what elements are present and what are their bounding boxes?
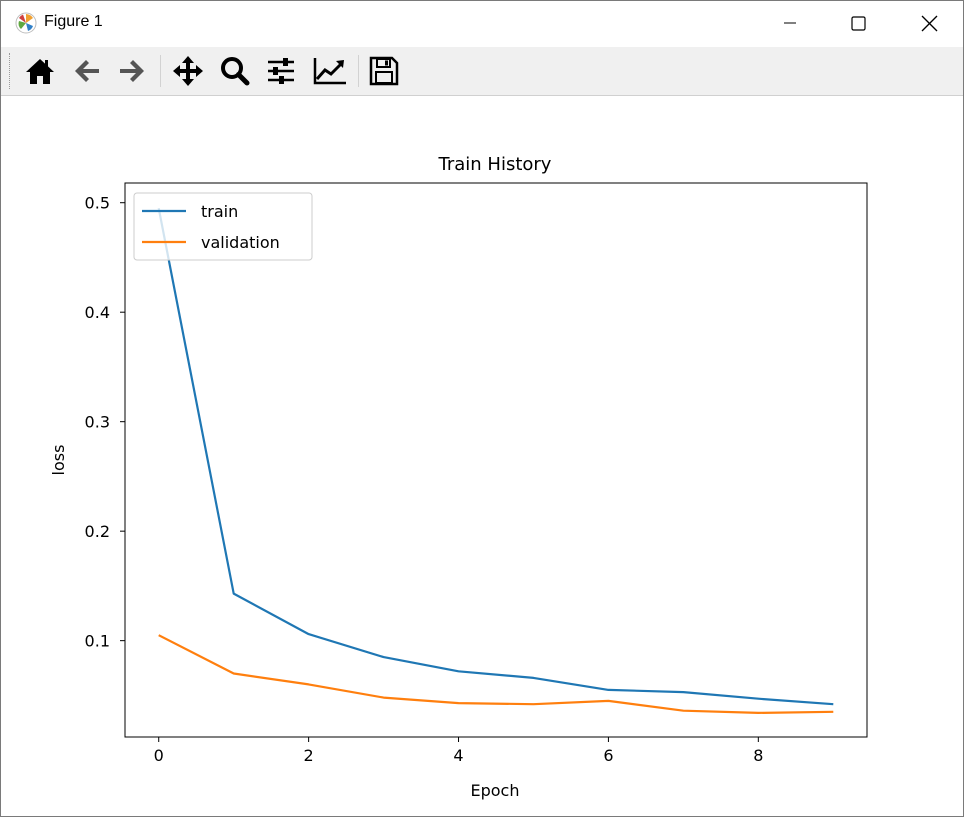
minimize-button[interactable] bbox=[767, 1, 813, 46]
y-tick-label: 0.5 bbox=[85, 194, 110, 213]
close-button[interactable] bbox=[906, 1, 952, 46]
y-tick-label: 0.4 bbox=[85, 303, 110, 322]
y-tick-label: 0.3 bbox=[85, 413, 110, 432]
x-tick-label: 8 bbox=[753, 746, 763, 765]
legend-train-label: train bbox=[201, 202, 238, 221]
save-icon bbox=[369, 56, 399, 86]
minimize-icon bbox=[784, 22, 796, 24]
matplotlib-icon bbox=[15, 12, 37, 34]
y-tick-label: 0.2 bbox=[85, 522, 110, 541]
x-axis-ticks: 0 2 4 6 8 bbox=[154, 737, 763, 765]
subplots-config-icon bbox=[268, 58, 294, 84]
maximize-icon bbox=[851, 16, 866, 31]
figure-canvas[interactable]: Train History 0 2 4 6 8 0.1 0.2 0.3 0.4 0.5 Epoc… bbox=[1, 96, 963, 816]
x-tick-label: 0 bbox=[154, 746, 164, 765]
series-line-train bbox=[157, 207, 834, 706]
home-icon bbox=[26, 59, 54, 84]
y-axis-label: loss bbox=[49, 445, 68, 476]
pan-button[interactable] bbox=[168, 53, 208, 89]
forward-arrow-icon bbox=[120, 60, 144, 82]
configure-subplots-button[interactable] bbox=[261, 53, 301, 89]
save-button[interactable] bbox=[364, 53, 404, 89]
series-line-validation bbox=[158, 634, 834, 715]
x-tick-label: 4 bbox=[453, 746, 463, 765]
forward-button[interactable] bbox=[112, 53, 152, 89]
navigation-toolbar bbox=[1, 47, 963, 96]
x-tick-label: 6 bbox=[603, 746, 613, 765]
legend-validation-label: validation bbox=[201, 233, 280, 252]
x-tick-label: 2 bbox=[304, 746, 314, 765]
maximize-button[interactable] bbox=[835, 1, 881, 46]
zoom-button[interactable] bbox=[215, 53, 255, 89]
back-button[interactable] bbox=[67, 53, 107, 89]
toolbar-separator bbox=[160, 55, 161, 87]
y-axis-ticks: 0.1 0.2 0.3 0.4 0.5 bbox=[85, 194, 125, 651]
legend: train validation bbox=[133, 192, 313, 261]
x-axis-label: Epoch bbox=[471, 781, 520, 800]
close-icon bbox=[921, 15, 938, 32]
legend-box bbox=[133, 192, 313, 261]
toolbar-separator bbox=[358, 55, 359, 87]
edit-axis-button[interactable] bbox=[308, 53, 348, 89]
zoom-icon bbox=[221, 57, 250, 86]
chart-title: Train History bbox=[438, 154, 552, 175]
loss-chart: Train History 0 2 4 6 8 0.1 0.2 0.3 0.4 0.5 Epoc… bbox=[49, 154, 868, 800]
home-button[interactable] bbox=[20, 53, 60, 89]
series-lines bbox=[157, 207, 834, 715]
title-bar[interactable]: Figure 1 bbox=[1, 1, 963, 46]
y-tick-label: 0.1 bbox=[85, 632, 110, 651]
edit-axis-icon bbox=[313, 58, 346, 85]
toolbar-grip bbox=[9, 53, 12, 89]
axes-frame bbox=[124, 182, 868, 738]
pan-icon bbox=[173, 56, 203, 86]
back-arrow-icon bbox=[75, 60, 99, 82]
window-title: Figure 1 bbox=[44, 13, 103, 30]
